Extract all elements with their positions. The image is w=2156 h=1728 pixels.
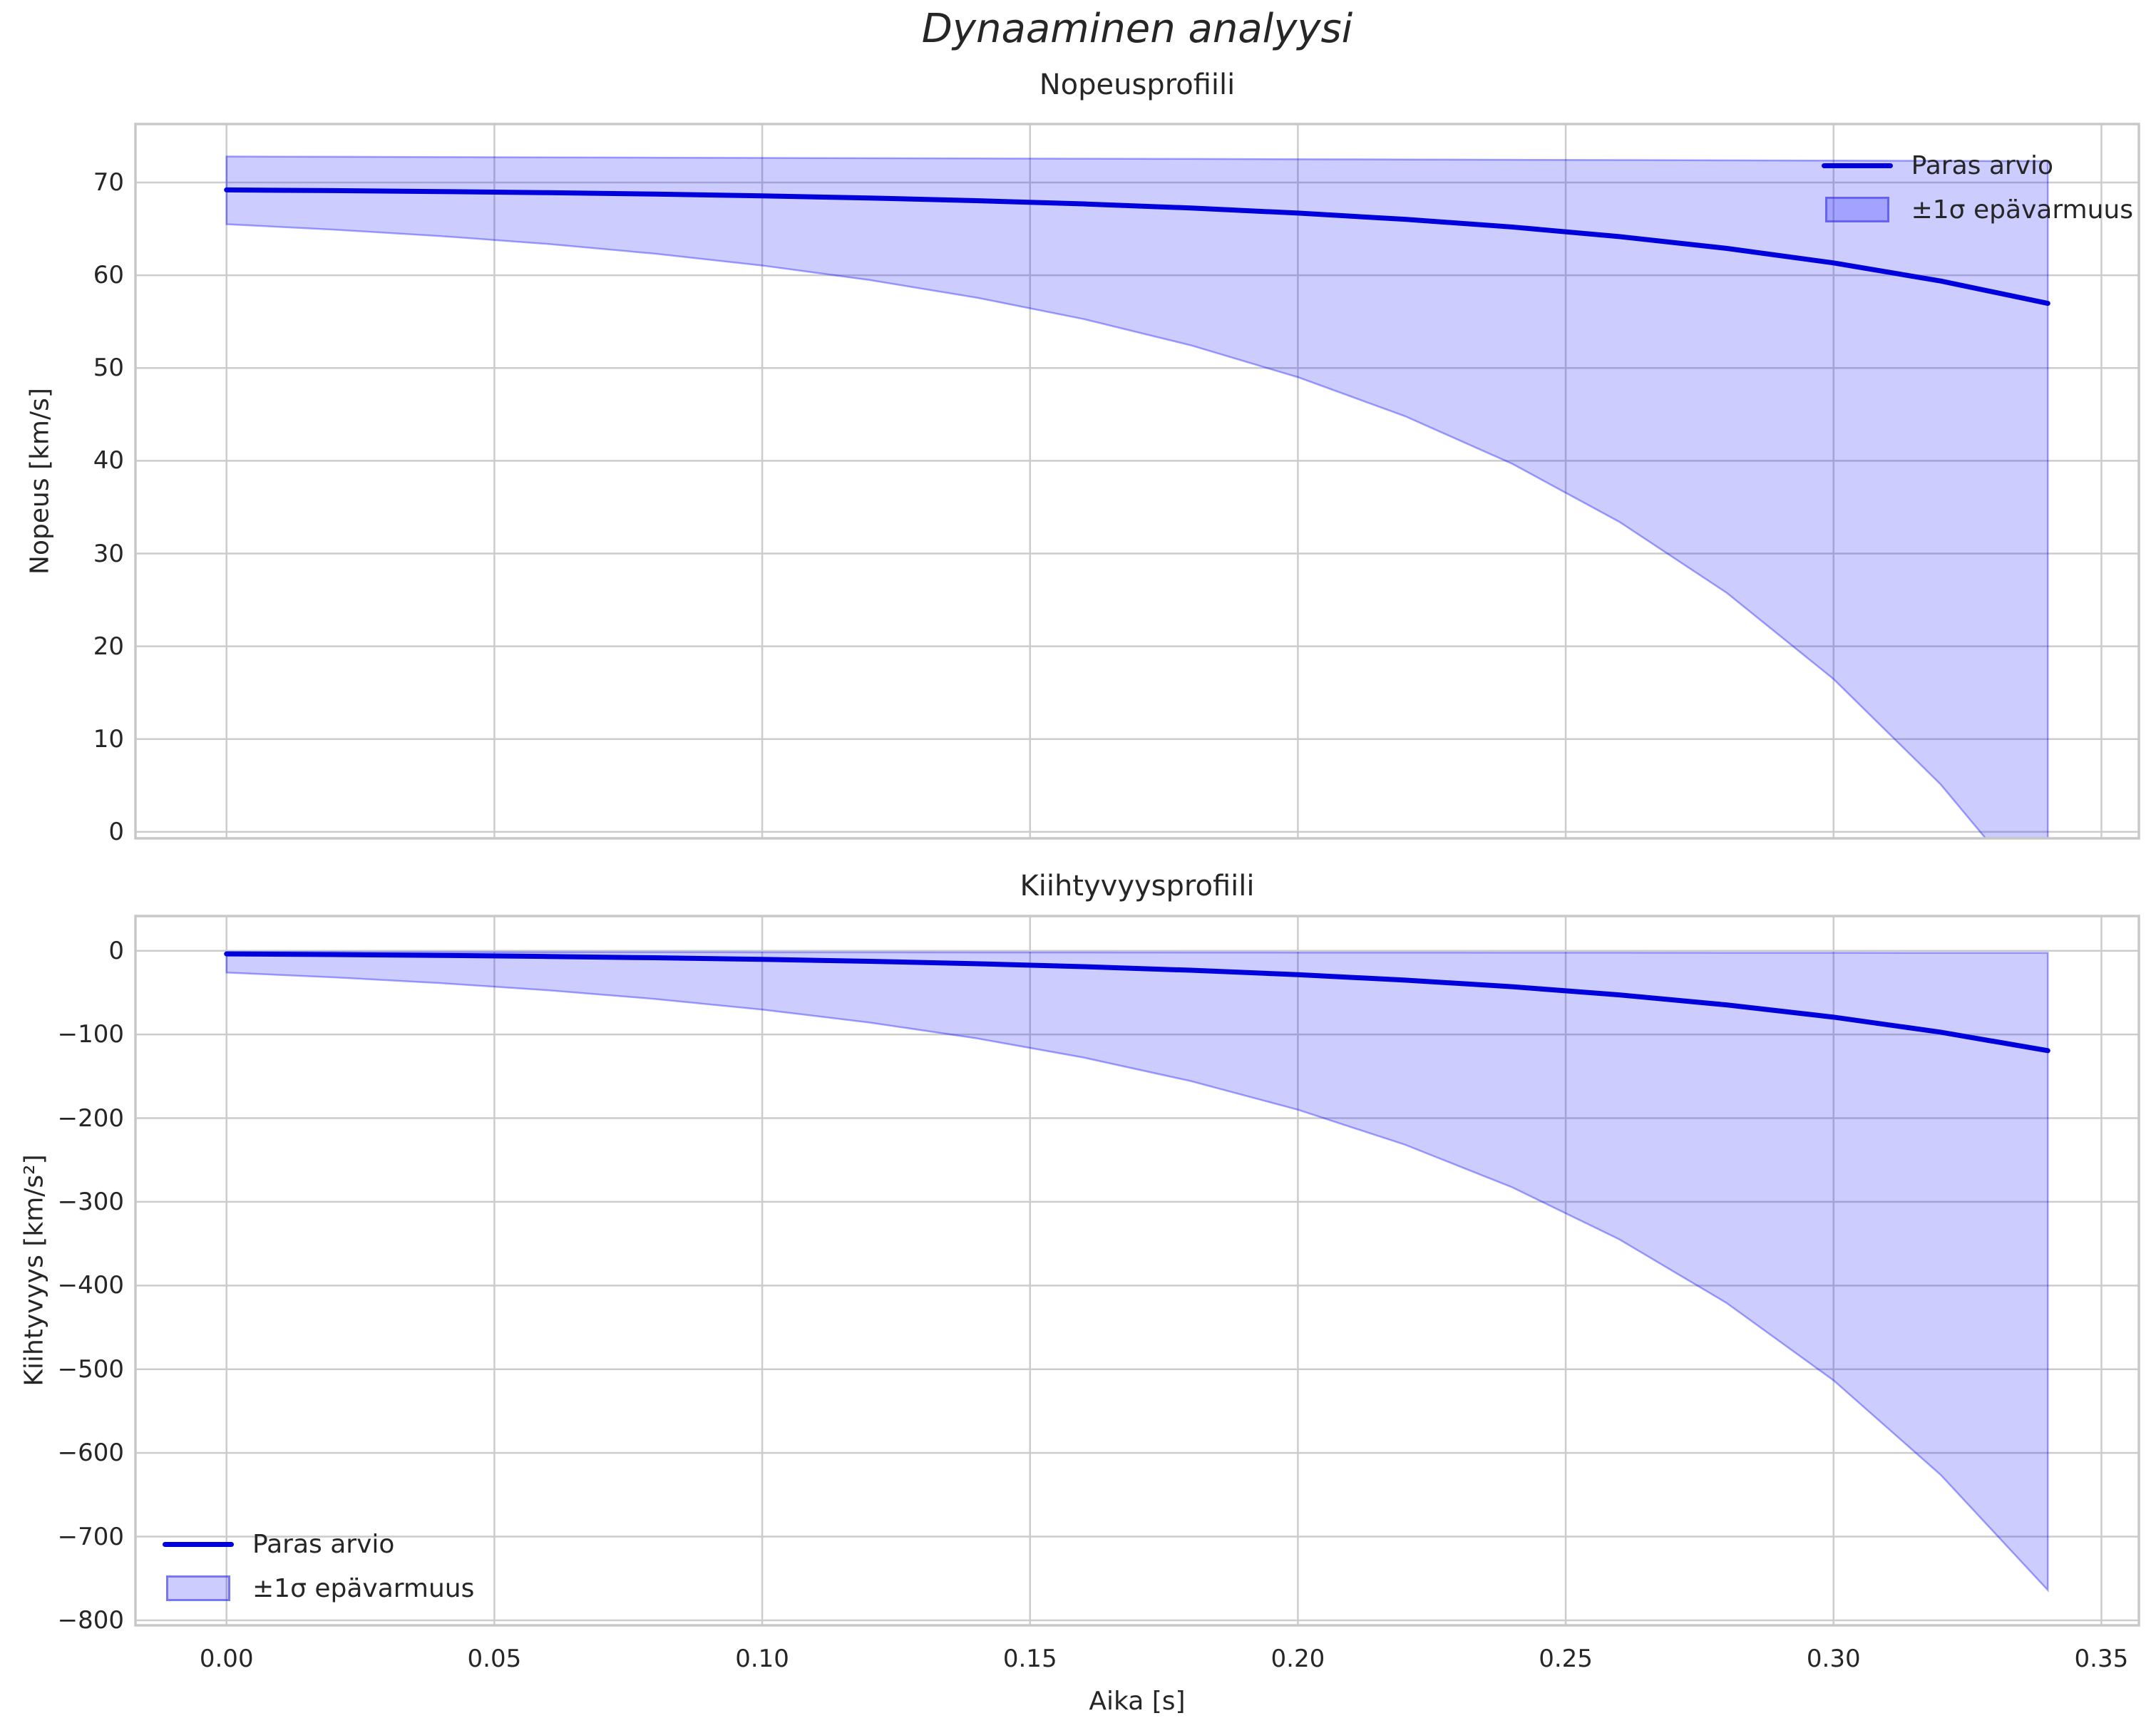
subplot-title-acceleration: Kiihtyvyysprofiili — [1020, 870, 1255, 902]
y-tick-label: 0 — [108, 936, 124, 965]
best-estimate-line — [224, 951, 2050, 1054]
y-tick-label: 10 — [93, 724, 124, 754]
y-tick-label: 50 — [93, 354, 124, 383]
y-axis-label-acceleration: Kiihtyvyys [km/s²] — [19, 1154, 49, 1387]
y-tick-label: 30 — [93, 539, 124, 568]
legend-item-uncertainty: ±1σ epävarmuus — [163, 1570, 474, 1607]
y-tick-label: 0 — [108, 817, 124, 846]
legend-patch-swatch — [1822, 197, 1893, 222]
x-tick-label: 0.10 — [735, 1645, 789, 1673]
legend-item-label: ±1σ epävarmuus — [252, 1573, 475, 1603]
x-tick-label: 0.35 — [2074, 1645, 2129, 1673]
legend-item-label: ±1σ epävarmuus — [1911, 195, 2133, 225]
legend-item-best-estimate: Paras arvio — [1821, 147, 2133, 184]
y-tick-label: 70 — [93, 168, 124, 197]
x-tick-label: 0.20 — [1270, 1645, 1325, 1673]
subplot-title-velocity: Nopeusprofiili — [1039, 68, 1236, 101]
x-tick-label: 0.00 — [199, 1645, 254, 1673]
legend-item-uncertainty: ±1σ epävarmuus — [1822, 191, 2133, 228]
y-tick-label: −300 — [57, 1187, 124, 1216]
y-axis-label-velocity: Nopeus [km/s] — [25, 388, 55, 575]
best-estimate-line — [224, 187, 2050, 307]
y-tick-label: −800 — [57, 1605, 124, 1635]
y-tick-label: 60 — [93, 261, 124, 290]
y-tick-label: −400 — [57, 1271, 124, 1300]
axes-spine — [134, 123, 2140, 840]
y-tick-label: 20 — [93, 632, 124, 661]
legend-acceleration: Paras arvio ±1σ epävarmuus — [163, 1526, 474, 1607]
y-tick-label: −500 — [57, 1354, 124, 1384]
y-tick-label: −600 — [57, 1439, 124, 1468]
y-tick-label: −700 — [57, 1522, 124, 1551]
figure-title: Dynaaminen analyysi — [921, 6, 1353, 52]
x-tick-label: 0.05 — [467, 1645, 522, 1673]
y-tick-label: 40 — [93, 446, 124, 475]
legend-patch-swatch — [163, 1575, 234, 1601]
legend-item-best-estimate: Paras arvio — [163, 1526, 474, 1563]
x-tick-label: 0.15 — [1002, 1645, 1057, 1673]
legend-velocity: Paras arvio ±1σ epävarmuus — [1821, 147, 2133, 228]
uncertainty-band — [225, 155, 2049, 838]
x-axis-label: Aika [s] — [1089, 1687, 1186, 1716]
legend-line-swatch — [1821, 163, 1893, 168]
uncertainty-band — [225, 951, 2049, 1593]
legend-item-label: Paras arvio — [252, 1529, 395, 1559]
axes-spine — [134, 915, 2140, 1627]
legend-line-swatch — [163, 1541, 234, 1547]
y-tick-label: −100 — [57, 1020, 124, 1049]
x-tick-label: 0.25 — [1539, 1645, 1593, 1673]
y-tick-label: −200 — [57, 1104, 124, 1133]
x-tick-label: 0.30 — [1806, 1645, 1861, 1673]
legend-item-label: Paras arvio — [1911, 150, 2054, 180]
